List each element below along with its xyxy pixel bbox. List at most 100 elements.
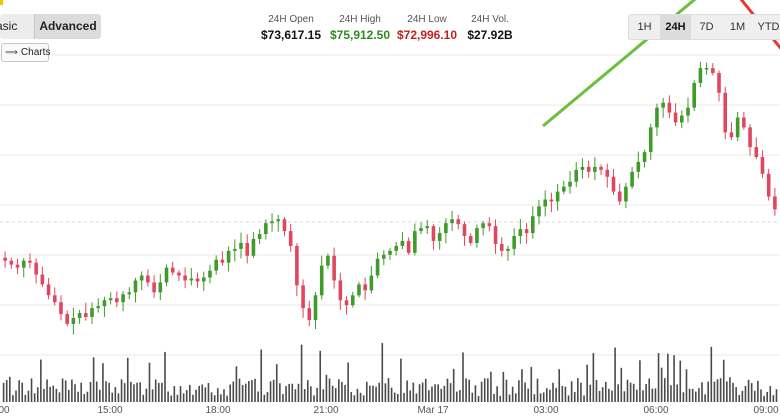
volume-bar bbox=[713, 381, 716, 402]
volume-bar bbox=[319, 350, 322, 402]
volume-bar bbox=[30, 378, 33, 402]
drawing-tools-icon: ⟹ bbox=[5, 47, 18, 57]
candle-body bbox=[518, 229, 523, 237]
volume-bar bbox=[117, 393, 120, 402]
volume-bar bbox=[102, 363, 104, 402]
volume-bar bbox=[291, 383, 294, 402]
volume-bar bbox=[235, 366, 238, 402]
x-axis-tick-label: Mar 17 bbox=[417, 405, 449, 416]
volume-bar bbox=[390, 387, 393, 402]
volume-bar bbox=[220, 394, 222, 402]
volume-bar bbox=[561, 385, 564, 402]
candle-body bbox=[599, 166, 603, 170]
candle-body bbox=[425, 226, 430, 229]
volume-bar bbox=[524, 382, 526, 402]
volume-bar bbox=[173, 385, 176, 402]
candle-body bbox=[766, 173, 771, 197]
candle-body bbox=[158, 282, 163, 293]
volume-bar bbox=[248, 380, 250, 402]
candle-body bbox=[506, 248, 510, 251]
volume-bar bbox=[508, 394, 511, 402]
candle-body bbox=[170, 267, 175, 273]
tab-1m[interactable]: 1M bbox=[729, 21, 746, 33]
tab-ytd[interactable]: YTD bbox=[757, 21, 780, 33]
volume-bar bbox=[241, 385, 244, 402]
candle-body bbox=[742, 117, 746, 128]
volume-bar bbox=[601, 387, 604, 402]
candle-body bbox=[655, 107, 659, 128]
volume-bar bbox=[415, 393, 418, 402]
stat-low-label: 24H Low bbox=[407, 14, 447, 25]
chart-mode-tabs: asic Advanced bbox=[0, 14, 101, 39]
x-axis-tick-label: 09:00 bbox=[753, 405, 778, 416]
candle-body bbox=[568, 181, 572, 187]
volume-bar bbox=[133, 384, 135, 402]
volume-bar bbox=[92, 357, 95, 402]
candle-body bbox=[189, 278, 194, 281]
candle-body bbox=[46, 284, 51, 296]
volume-bar bbox=[449, 383, 452, 402]
volume-bar bbox=[285, 386, 287, 402]
volume-bar bbox=[375, 386, 377, 402]
candle-body bbox=[475, 228, 479, 243]
volume-bar bbox=[232, 381, 235, 402]
volume-bar bbox=[636, 389, 638, 402]
candle-body bbox=[338, 280, 343, 301]
volume-bar bbox=[598, 390, 601, 402]
volume-bar bbox=[760, 389, 762, 402]
volume-bar bbox=[89, 382, 92, 402]
volume-bar bbox=[462, 352, 464, 402]
candle-body bbox=[28, 260, 32, 263]
volume-bar bbox=[617, 384, 619, 402]
charts-button[interactable]: ⟹ Charts bbox=[1, 43, 50, 62]
candle-body bbox=[642, 152, 647, 162]
volume-bar bbox=[322, 389, 325, 402]
volume-bar bbox=[387, 378, 390, 402]
volume-bar bbox=[46, 379, 48, 402]
volume-bar bbox=[552, 382, 554, 402]
volume-bar bbox=[471, 392, 474, 402]
volume-bar bbox=[347, 362, 349, 402]
candle-body bbox=[530, 216, 535, 234]
candle-body bbox=[276, 219, 281, 222]
volume-bar bbox=[353, 395, 356, 402]
tab-basic[interactable]: asic bbox=[0, 19, 18, 33]
tab-7d[interactable]: 7D bbox=[699, 21, 714, 33]
volume-bar bbox=[614, 347, 616, 402]
volume-bar bbox=[288, 383, 290, 402]
volume-bar bbox=[151, 389, 154, 402]
volume-bar bbox=[670, 385, 672, 402]
volume-bar bbox=[400, 358, 402, 402]
tab-advanced[interactable]: Advanced bbox=[34, 14, 101, 39]
volume-bar bbox=[744, 385, 747, 402]
tab-1h[interactable]: 1H bbox=[637, 21, 652, 33]
candle-body bbox=[375, 258, 380, 276]
volume-bar bbox=[487, 378, 489, 402]
volume-bar bbox=[369, 385, 371, 402]
volume-bar bbox=[229, 384, 231, 402]
volume-bar bbox=[626, 379, 629, 402]
volume-bar bbox=[747, 379, 750, 402]
volume-bar bbox=[167, 391, 169, 402]
volume-bar bbox=[341, 381, 343, 402]
candle-body bbox=[406, 240, 411, 253]
candle-body bbox=[90, 308, 94, 318]
volume-bar bbox=[573, 391, 576, 402]
stat-volume-value: $27.92B bbox=[467, 28, 513, 42]
tab-24h[interactable]: 24H bbox=[660, 15, 691, 39]
candle-body bbox=[555, 191, 560, 202]
volume-bar bbox=[660, 367, 663, 402]
volume-bar bbox=[651, 388, 654, 402]
volume-bar bbox=[735, 387, 737, 402]
volume-bar bbox=[61, 378, 64, 402]
candle-body bbox=[152, 282, 156, 293]
volume-bar bbox=[136, 382, 138, 402]
candle-body bbox=[431, 226, 436, 241]
volume-bar bbox=[86, 391, 89, 402]
candle-body bbox=[648, 127, 653, 153]
volume-bar bbox=[567, 395, 570, 402]
volume-bar bbox=[443, 385, 446, 402]
volume-bar bbox=[313, 395, 315, 402]
volume-bar bbox=[502, 371, 505, 402]
